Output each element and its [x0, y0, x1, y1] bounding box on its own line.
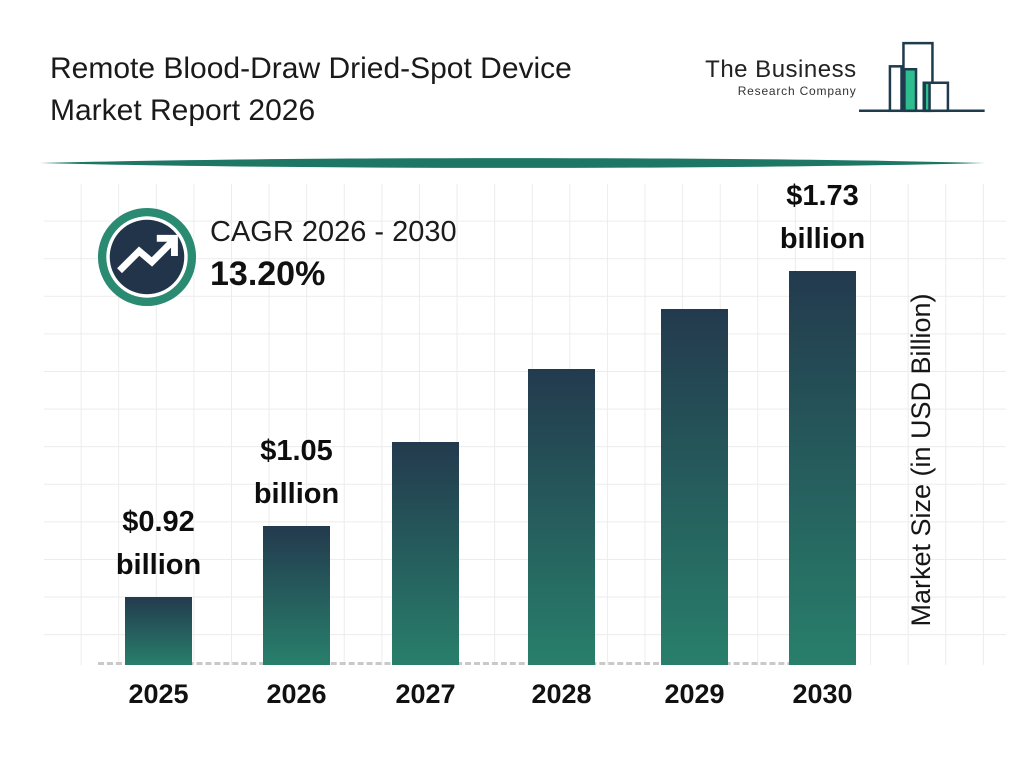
value-label-2026: $1.05 billion [253, 435, 340, 510]
bar-2030 [789, 271, 856, 665]
cagr-block: CAGR 2026 - 2030 13.20% [210, 212, 457, 296]
cagr-label: CAGR 2026 - 2030 [210, 216, 457, 248]
logo-skyline-icon [858, 41, 985, 113]
company-logo: The Business Research Company [700, 36, 990, 116]
x-axis-label-2026: 2026 [266, 679, 327, 709]
trending-up-icon [117, 234, 178, 274]
cagr-badge [97, 207, 197, 307]
bar-2027 [392, 442, 459, 665]
cagr-value: 13.20% [210, 255, 326, 293]
value-label-2030: $1.73 billion [779, 180, 866, 255]
page-title: Remote Blood-Draw Dried-Spot Device Mark… [50, 48, 710, 132]
bar-2028 [528, 369, 595, 665]
company-logo-text: The Business Research Company [700, 56, 857, 98]
x-axis-baseline [98, 662, 856, 665]
divider-line [40, 158, 985, 168]
x-axis-label-2025: 2025 [128, 679, 189, 709]
bar-2029 [661, 309, 728, 665]
bar-2025 [125, 597, 192, 665]
x-axis-label-2027: 2027 [395, 679, 456, 709]
value-label-2025: $0.92 billion [115, 506, 202, 581]
page-title-line1: Remote Blood-Draw Dried-Spot Device [50, 52, 572, 85]
x-axis-label-2030: 2030 [792, 679, 853, 709]
x-axis-label-2029: 2029 [664, 679, 725, 709]
x-axis-label-2028: 2028 [531, 679, 592, 709]
y-axis-label: Market Size (in USD Billion) [906, 293, 936, 627]
page-title-line2: Market Report 2026 [50, 94, 316, 127]
company-name: The Business [705, 56, 857, 83]
bar-2026 [263, 526, 330, 665]
company-subname: Research Company [737, 84, 857, 98]
